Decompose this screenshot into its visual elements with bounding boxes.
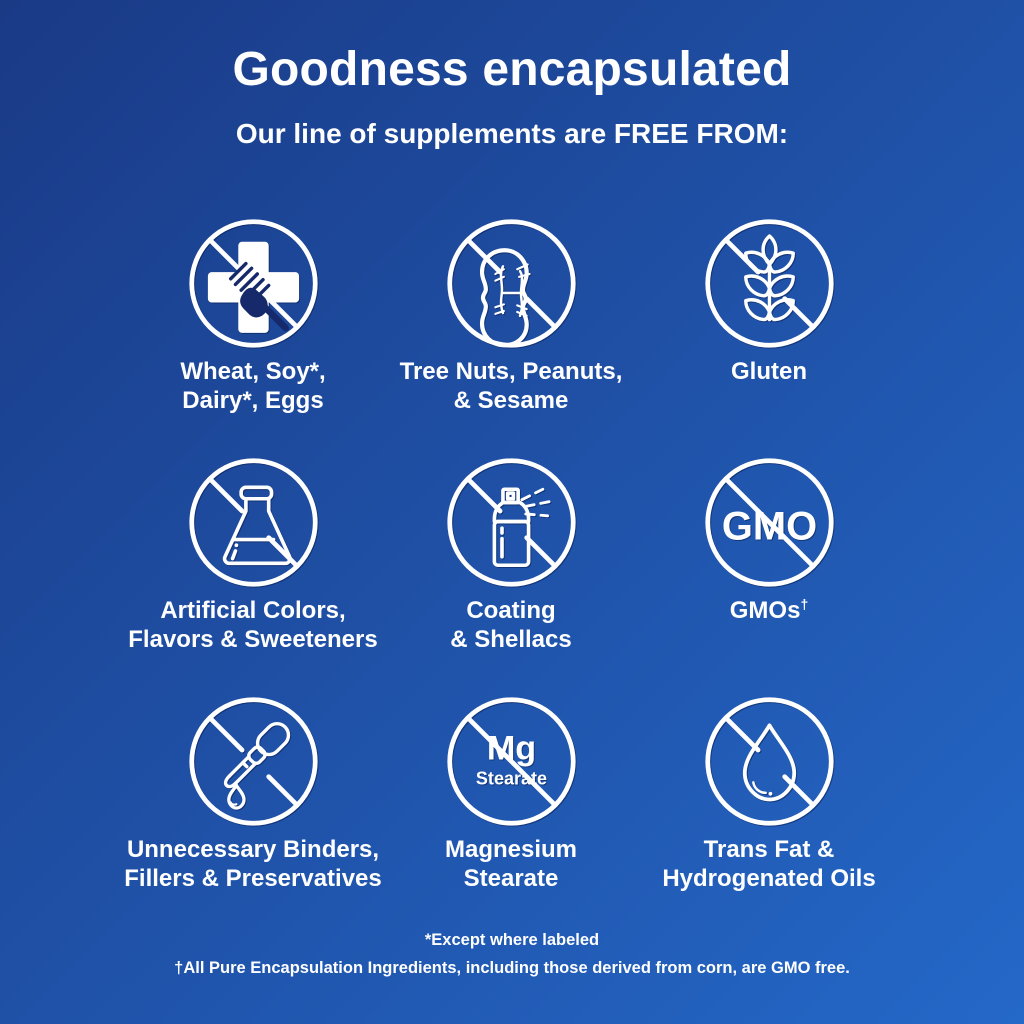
svg-text:Stearate: Stearate <box>475 768 546 788</box>
svg-text:GMO: GMO <box>721 504 816 548</box>
svg-text:Mg: Mg <box>486 729 535 767</box>
